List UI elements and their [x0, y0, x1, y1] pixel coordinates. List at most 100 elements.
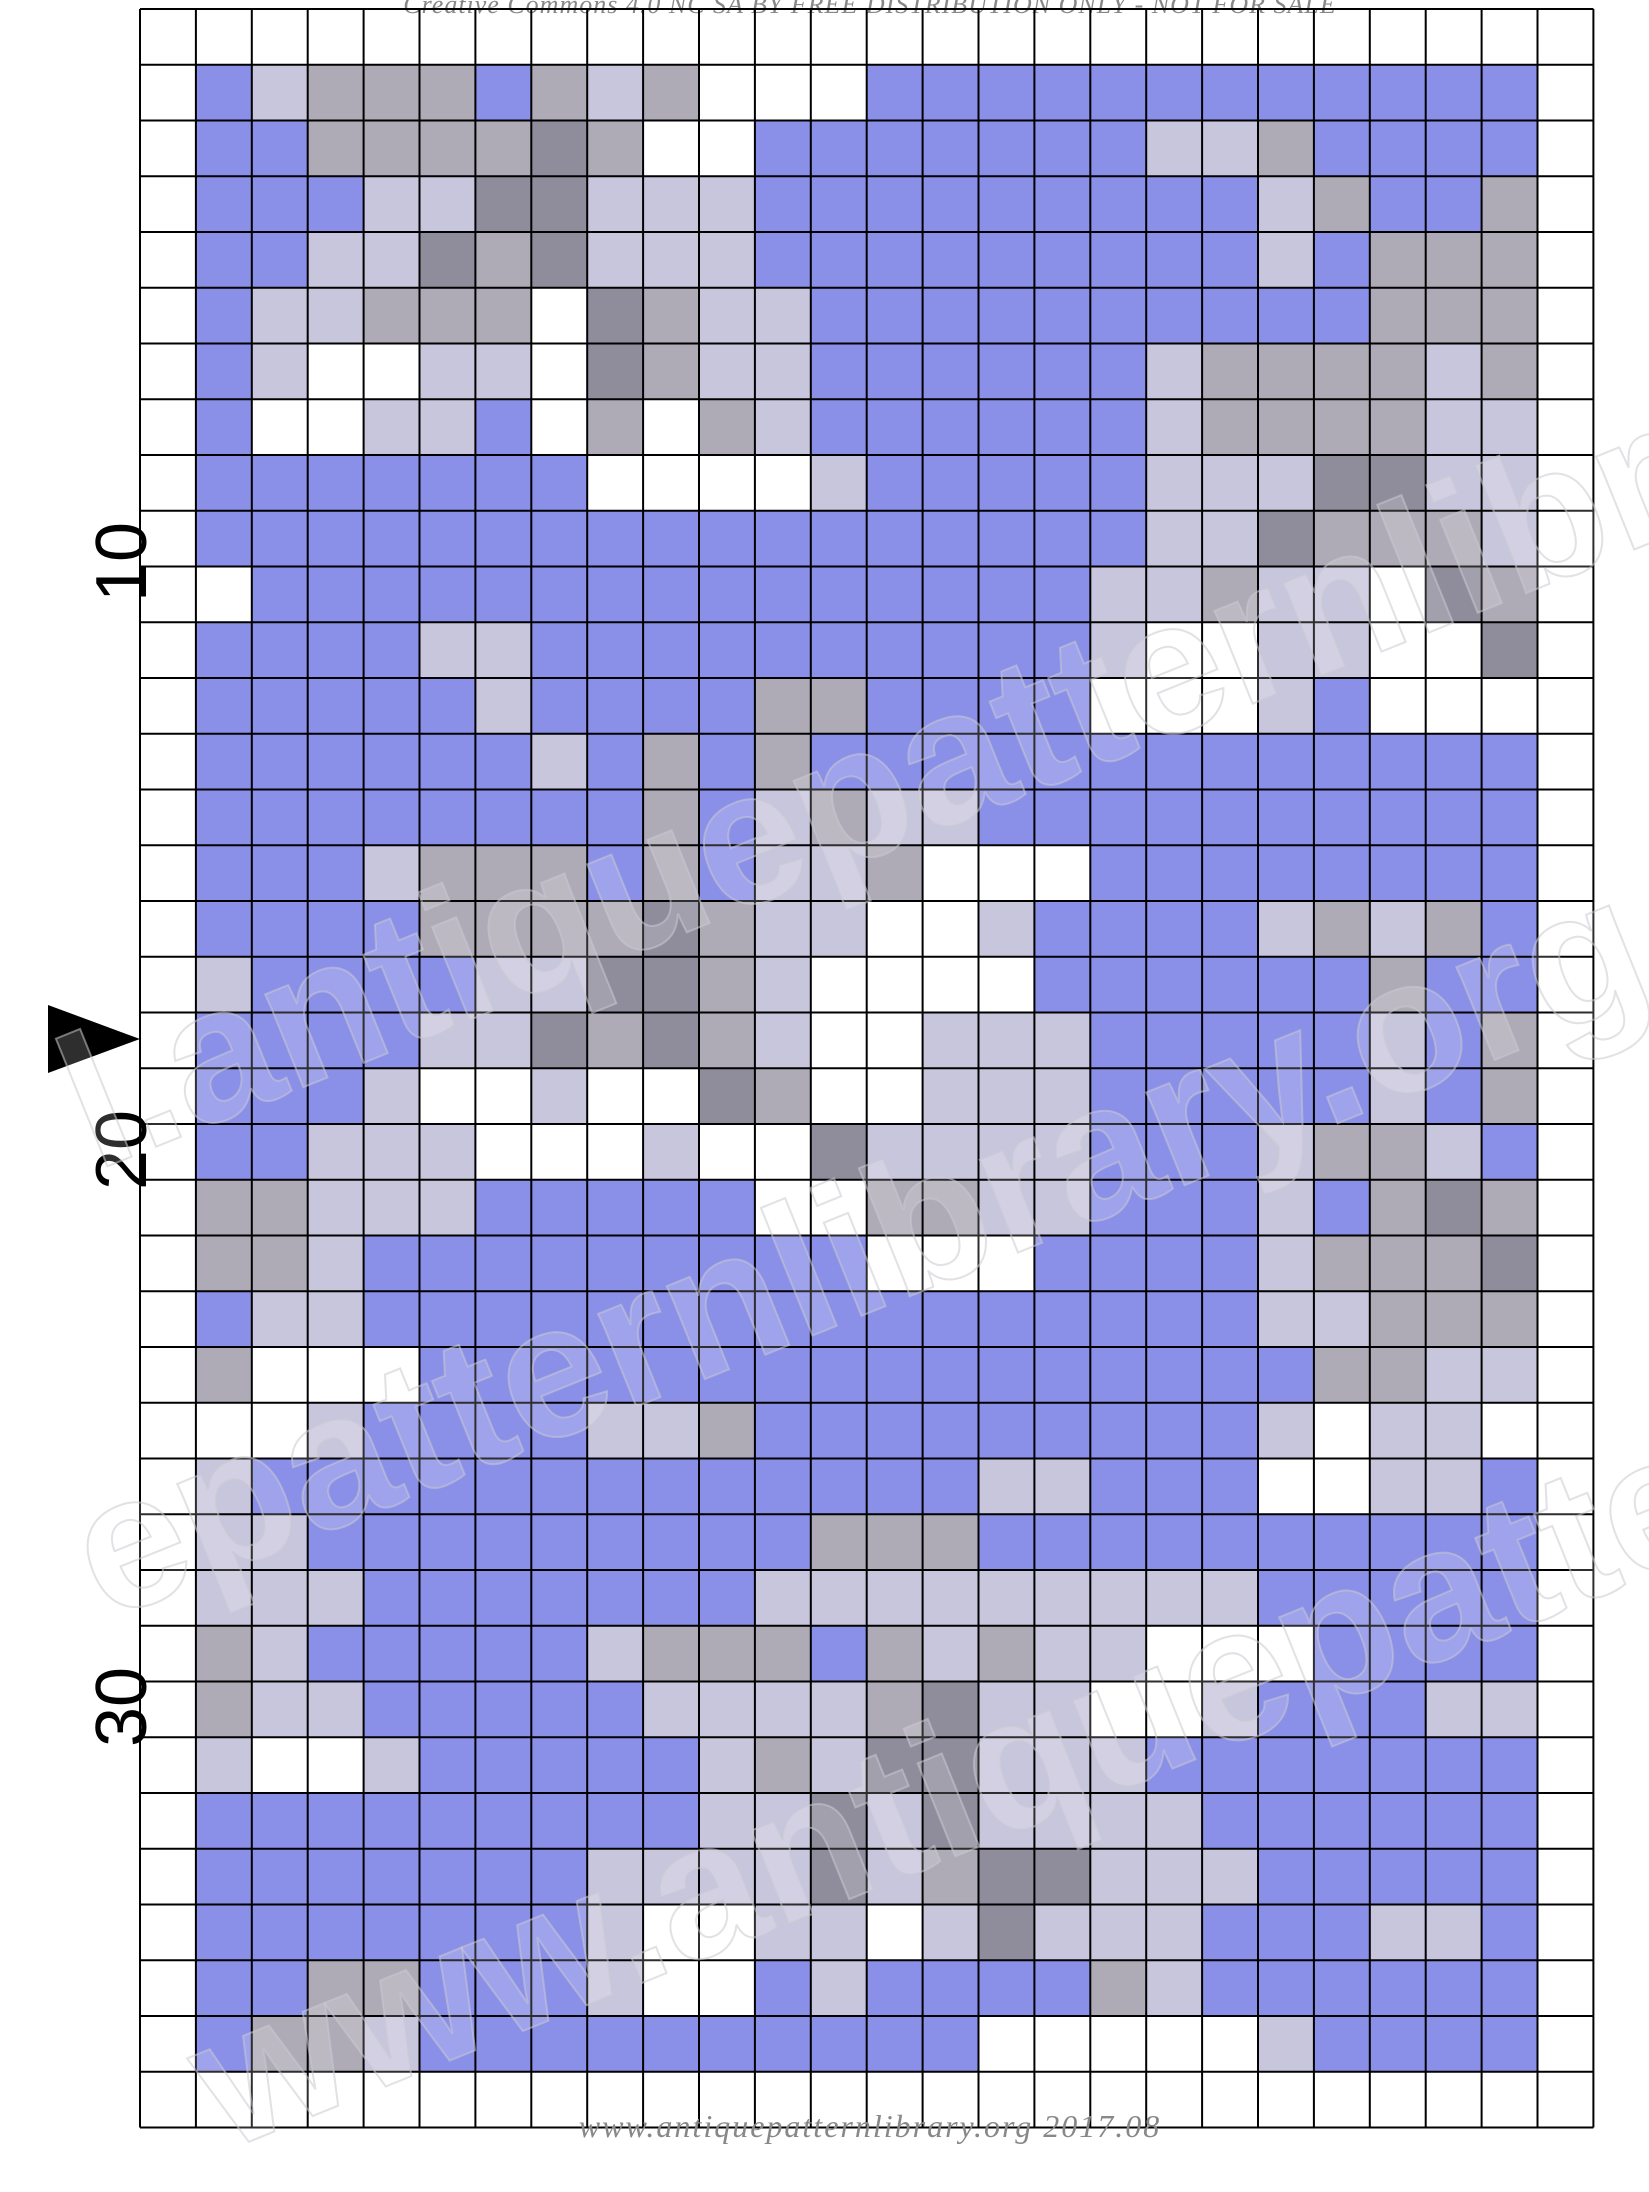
grid-cell — [587, 343, 644, 400]
grid-cell — [643, 1179, 700, 1236]
grid-cell — [587, 1570, 644, 1627]
grid-cell — [754, 789, 812, 846]
grid-cell — [643, 622, 700, 679]
grid-cell — [1258, 399, 1315, 456]
grid-cell — [1090, 622, 1147, 679]
grid-cell — [307, 176, 364, 233]
grid-cell — [754, 956, 812, 1013]
grid-cell — [1369, 1848, 1427, 1905]
grid-cell — [1146, 733, 1203, 790]
grid-cell — [531, 956, 588, 1013]
grid-cell — [307, 733, 364, 790]
grid-cell — [1146, 956, 1203, 1013]
grid-cell — [1090, 1291, 1147, 1348]
grid-cell — [475, 901, 532, 958]
grid-cell — [475, 232, 532, 289]
grid-cell — [531, 1793, 588, 1850]
grid-cell — [810, 1848, 868, 1905]
grid-cell — [587, 1848, 644, 1905]
grid-cell — [531, 232, 588, 289]
grid-cell — [1258, 1960, 1315, 2017]
grid-cell — [307, 1904, 364, 1961]
grid-cell — [810, 789, 868, 846]
grid-cell — [1369, 956, 1427, 1013]
grid-cell — [419, 1793, 476, 1850]
grid-cell — [1258, 1124, 1315, 1181]
grid-cell — [1313, 2016, 1371, 2073]
grid-cell — [419, 120, 476, 177]
grid-cell — [810, 566, 868, 623]
grid-cell — [922, 1960, 979, 2017]
grid-cell — [643, 1737, 700, 1794]
grid-cell — [922, 1793, 979, 1850]
grid-cell — [475, 399, 532, 456]
grid-cell — [1481, 232, 1538, 289]
grid-cell — [810, 622, 868, 679]
grid-cell — [922, 2016, 979, 2073]
grid-cell — [978, 64, 1035, 121]
grid-cell — [866, 566, 923, 623]
grid-cell — [1369, 1347, 1427, 1404]
grid-cell — [810, 678, 868, 735]
grid-cell — [922, 1068, 979, 1125]
grid-cell — [251, 343, 309, 400]
grid-cell — [531, 1068, 588, 1125]
grid-cell — [922, 678, 979, 735]
grid-cell — [1369, 1012, 1427, 1069]
grid-cell — [1481, 1012, 1538, 1069]
grid-cell — [1425, 64, 1482, 121]
grid-cell — [307, 678, 364, 735]
grid-cell — [1425, 566, 1482, 623]
grid-cell — [1090, 287, 1147, 344]
grid-cell — [922, 1514, 979, 1571]
grid-cell — [978, 1012, 1035, 1069]
grid-cell — [866, 733, 923, 790]
grid-cell — [1034, 1960, 1091, 2017]
grid-cell — [1202, 120, 1259, 177]
grid-cell — [531, 1681, 588, 1738]
grid-cell — [1481, 1570, 1538, 1627]
grid-cell — [1258, 2016, 1315, 2073]
grid-cell — [531, 622, 588, 679]
grid-cell — [363, 566, 420, 623]
grid-cell — [978, 622, 1035, 679]
grid-cell — [978, 1124, 1035, 1181]
grid-cell — [475, 1681, 532, 1738]
grid-cell — [1481, 287, 1538, 344]
grid-cell — [1146, 287, 1203, 344]
grid-cell — [1258, 1291, 1315, 1348]
grid-cell — [1146, 1402, 1203, 1459]
grid-cell — [754, 399, 812, 456]
grid-cell — [810, 1625, 868, 1682]
grid-cell — [363, 1235, 420, 1292]
grid-cell — [699, 1235, 756, 1292]
grid-cell — [810, 1402, 868, 1459]
grid-cell — [922, 510, 979, 567]
grid-cell — [1090, 566, 1147, 623]
grid-cell — [1202, 1347, 1259, 1404]
grid-cell — [1258, 1514, 1315, 1571]
grid-cell — [1090, 1068, 1147, 1125]
grid-cell — [1481, 343, 1538, 400]
grid-cell — [1258, 1681, 1315, 1738]
grid-cell — [531, 1904, 588, 1961]
grid-cell — [699, 1793, 756, 1850]
grid-cell — [1202, 566, 1259, 623]
grid-cell — [1146, 343, 1203, 400]
grid-cell — [307, 1681, 364, 1738]
grid-cell — [866, 64, 923, 121]
grid-cell — [531, 510, 588, 567]
grid-cell — [1369, 455, 1427, 512]
grid-cell — [531, 1960, 588, 2017]
grid-cell — [531, 1347, 588, 1404]
grid-cell — [475, 1848, 532, 1905]
grid-cell — [922, 232, 979, 289]
grid-cell — [251, 1514, 309, 1571]
grid-cell — [1146, 789, 1203, 846]
grid-cell — [1202, 789, 1259, 846]
grid-cell — [587, 789, 644, 846]
grid-cell — [1258, 176, 1315, 233]
grid-cell — [419, 956, 476, 1013]
grid-cell — [1481, 455, 1538, 512]
grid-cell — [978, 1347, 1035, 1404]
